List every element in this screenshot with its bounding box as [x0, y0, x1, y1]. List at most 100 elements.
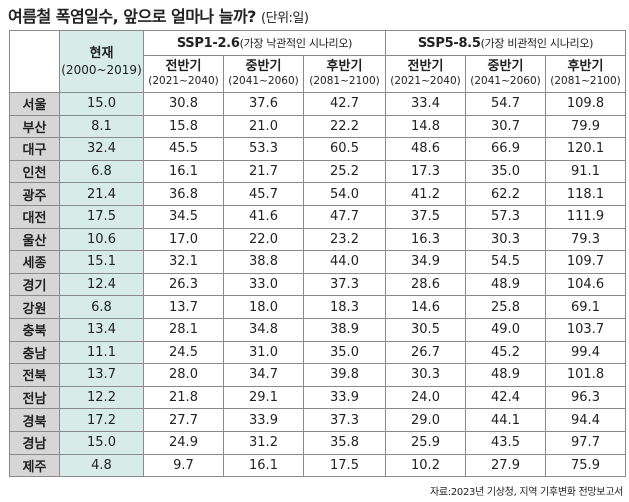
- region-cell: 세종: [9, 250, 60, 274]
- current-value-cell: 8.1: [59, 114, 144, 139]
- projection-value-cell: 37.6: [223, 92, 304, 116]
- projection-value-cell: 47.7: [303, 204, 386, 229]
- projection-value-cell: 14.8: [385, 114, 466, 139]
- projection-value-cell: 35.0: [465, 159, 546, 184]
- period-label: 후반기: [326, 59, 363, 74]
- projection-value-cell: 9.7: [143, 453, 224, 478]
- period-label: 전반기: [165, 59, 202, 74]
- projection-value-cell: 54.7: [465, 92, 546, 116]
- projection-value-cell: 25.8: [465, 295, 546, 319]
- period-header-cell: 후반기 (2081~2100): [303, 55, 386, 93]
- region-cell: 전북: [9, 363, 60, 387]
- projection-value-cell: 42.4: [465, 385, 546, 410]
- projection-value-cell: 23.2: [303, 227, 386, 252]
- current-value-cell: 13.4: [59, 317, 144, 342]
- projection-value-cell: 49.0: [465, 317, 546, 342]
- projection-value-cell: 17.3: [385, 159, 466, 184]
- region-cell: 광주: [9, 182, 60, 206]
- region-cell: 충북: [9, 317, 60, 342]
- projection-value-cell: 37.5: [385, 204, 466, 229]
- period-header-cell: 후반기 (2081~2100): [545, 55, 626, 93]
- projection-value-cell: 103.7: [545, 317, 626, 342]
- projection-value-cell: 96.3: [545, 385, 626, 410]
- projection-value-cell: 48.6: [385, 137, 466, 161]
- projection-value-cell: 42.7: [303, 92, 386, 116]
- projection-value-cell: 66.9: [465, 137, 546, 161]
- region-cell: 부산: [9, 114, 60, 139]
- projection-value-cell: 30.3: [465, 227, 546, 252]
- projection-value-cell: 60.5: [303, 137, 386, 161]
- current-value-cell: 17.2: [59, 408, 144, 432]
- projection-value-cell: 16.3: [385, 227, 466, 252]
- unit-label: (단위:일): [261, 11, 309, 26]
- table-row: 인천 6.8 16.1 21.7 25.2 17.3 35.0 91.1: [9, 159, 626, 184]
- table-row: 세종 15.1 32.1 38.8 44.0 34.9 54.5 109.7: [9, 250, 626, 274]
- projection-value-cell: 45.7: [223, 182, 304, 206]
- projection-value-cell: 41.6: [223, 204, 304, 229]
- projection-value-cell: 62.2: [465, 182, 546, 206]
- table-row: 울산 10.6 17.0 22.0 23.2 16.3 30.3 79.3: [9, 227, 626, 252]
- table-row: 경기 12.4 26.3 33.0 37.3 28.6 48.9 104.6: [9, 272, 626, 297]
- projection-value-cell: 30.5: [385, 317, 466, 342]
- projection-value-cell: 54.0: [303, 182, 386, 206]
- period-header-cell: 전반기 (2021~2040): [143, 55, 224, 93]
- region-cell: 대전: [9, 204, 60, 229]
- current-value-cell: 15.1: [59, 250, 144, 274]
- projection-value-cell: 104.6: [545, 272, 626, 297]
- projection-value-cell: 45.5: [143, 137, 224, 161]
- ssp5-desc: (가장 비관적인 시나리오): [480, 37, 594, 50]
- period-range: (2041~2060): [228, 75, 299, 87]
- table-row: 대전 17.5 34.5 41.6 47.7 37.5 57.3 111.9: [9, 204, 626, 229]
- projection-value-cell: 97.7: [545, 430, 626, 455]
- current-value-cell: 12.2: [59, 385, 144, 410]
- projection-value-cell: 57.3: [465, 204, 546, 229]
- projection-value-cell: 28.0: [143, 363, 224, 387]
- projection-value-cell: 38.9: [303, 317, 386, 342]
- projection-value-cell: 24.5: [143, 340, 224, 365]
- page-title: 여름철 폭염일수, 앞으로 얼마나 늘까? (단위:일): [8, 3, 309, 27]
- period-range: (2041~2060): [470, 75, 541, 87]
- projection-value-cell: 24.9: [143, 430, 224, 455]
- region-cell: 경남: [9, 430, 60, 455]
- source-note: 자료:2023년 기상청, 지역 기후변화 전망보고서: [429, 487, 623, 498]
- region-cell: 경기: [9, 272, 60, 297]
- projection-value-cell: 118.1: [545, 182, 626, 206]
- projection-value-cell: 53.3: [223, 137, 304, 161]
- projection-value-cell: 34.7: [223, 363, 304, 387]
- projection-value-cell: 37.3: [303, 408, 386, 432]
- projection-value-cell: 22.0: [223, 227, 304, 252]
- projection-value-cell: 99.4: [545, 340, 626, 365]
- table-row: 충남 11.1 24.5 31.0 35.0 26.7 45.2 99.4: [9, 340, 626, 365]
- projection-value-cell: 26.7: [385, 340, 466, 365]
- projection-value-cell: 25.2: [303, 159, 386, 184]
- table-row: 전남 12.2 21.8 29.1 33.9 24.0 42.4 96.3: [9, 385, 626, 410]
- projection-value-cell: 30.7: [465, 114, 546, 139]
- table-row: 광주 21.4 36.8 45.7 54.0 41.2 62.2 118.1: [9, 182, 626, 206]
- projection-value-cell: 31.2: [223, 430, 304, 455]
- region-cell: 대구: [9, 137, 60, 161]
- projection-value-cell: 44.1: [465, 408, 546, 432]
- projection-value-cell: 21.8: [143, 385, 224, 410]
- projection-value-cell: 32.1: [143, 250, 224, 274]
- projection-value-cell: 34.8: [223, 317, 304, 342]
- projection-value-cell: 39.8: [303, 363, 386, 387]
- projection-value-cell: 43.5: [465, 430, 546, 455]
- ssp1-desc: (가장 낙관적인 시나리오): [239, 37, 353, 50]
- projection-value-cell: 34.5: [143, 204, 224, 229]
- current-value-cell: 10.6: [59, 227, 144, 252]
- current-value-cell: 6.8: [59, 295, 144, 319]
- projection-value-cell: 111.9: [545, 204, 626, 229]
- projection-value-cell: 28.1: [143, 317, 224, 342]
- projection-value-cell: 27.7: [143, 408, 224, 432]
- projection-value-cell: 30.3: [385, 363, 466, 387]
- period-range: (2081~2100): [550, 75, 621, 87]
- projection-value-cell: 17.0: [143, 227, 224, 252]
- projection-value-cell: 33.9: [223, 408, 304, 432]
- projection-value-cell: 26.3: [143, 272, 224, 297]
- period-label: 전반기: [407, 59, 444, 74]
- region-cell: 인천: [9, 159, 60, 184]
- region-cell: 서울: [9, 92, 60, 116]
- period-label: 후반기: [567, 59, 604, 74]
- projection-value-cell: 69.1: [545, 295, 626, 319]
- current-value-cell: 15.0: [59, 430, 144, 455]
